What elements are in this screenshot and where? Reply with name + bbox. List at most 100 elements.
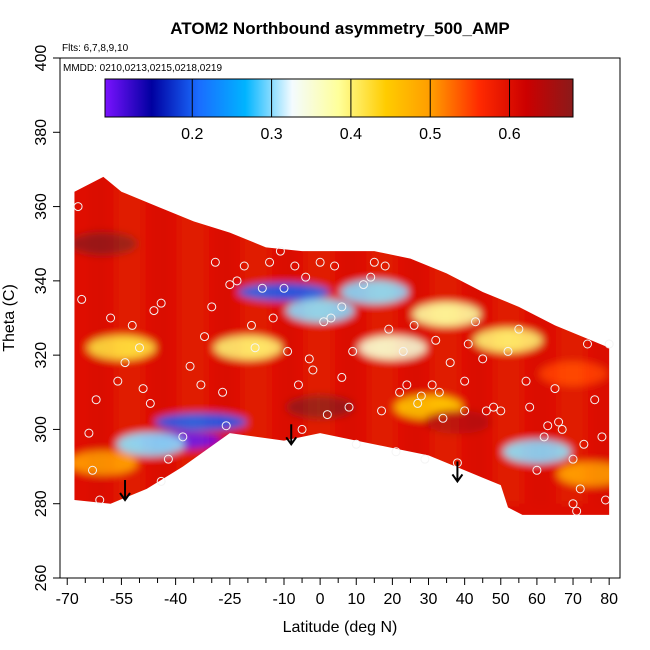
colorbar-tick-label: 0.6 [498, 126, 520, 143]
field-streak [153, 176, 157, 504]
observation-point [290, 261, 300, 271]
observation-point [163, 454, 173, 464]
observation-point [532, 465, 542, 475]
observation-point [582, 339, 592, 349]
field-streak [190, 176, 194, 504]
observation-point [250, 343, 260, 353]
field-streak [615, 169, 618, 503]
observation-point [445, 358, 455, 368]
plot-frame [59, 57, 621, 579]
observation-point [434, 387, 444, 397]
observation-point [601, 495, 611, 505]
observation-point [398, 346, 408, 356]
field-streak [524, 176, 528, 504]
field-streak [479, 176, 483, 504]
observation-point [391, 447, 401, 457]
field-streak [433, 176, 437, 504]
field-streak [515, 176, 519, 504]
x-tick-label: 30 [420, 591, 438, 608]
field-streak [415, 176, 419, 504]
observation-point [293, 380, 303, 390]
observation-point [402, 380, 412, 390]
observation-point [478, 354, 488, 364]
observation-point [246, 320, 256, 330]
observation-point [597, 432, 607, 442]
observation-point [218, 387, 228, 397]
observation-point [380, 261, 390, 271]
field-streak [126, 176, 130, 504]
observation-point [366, 272, 376, 282]
field-streak [461, 176, 465, 504]
field-streak [244, 176, 248, 504]
field-streak [280, 176, 284, 504]
x-tick-label: 70 [564, 591, 582, 608]
observation-point [138, 384, 148, 394]
field-streak [135, 176, 139, 504]
observation-point [84, 428, 94, 438]
field-streak [199, 176, 203, 504]
field-streak [298, 176, 302, 504]
observation-point [279, 283, 289, 293]
x-tick-label: 60 [528, 591, 546, 608]
field-streak [578, 176, 582, 504]
field-feature [423, 410, 492, 434]
y-tick-label: 300 [33, 416, 50, 443]
field-streak [596, 176, 600, 504]
x-tick-label: 50 [492, 591, 510, 608]
observation-point [221, 421, 231, 431]
observation-point [275, 246, 285, 256]
observation-point [377, 406, 387, 416]
observation-point [525, 402, 535, 412]
x-tick-label: -70 [56, 591, 79, 608]
x-tick-label: 80 [600, 591, 618, 608]
y-tick-label: 360 [33, 193, 50, 220]
field-feature [557, 462, 610, 486]
field-streak [334, 176, 338, 504]
field-streak [533, 176, 537, 504]
observation-point [91, 395, 101, 405]
chart-title: ATOM2 Northbound asymmetry_500_AMP [170, 19, 509, 38]
field-streak [117, 176, 121, 504]
observation-point [348, 346, 358, 356]
x-tick-label: 20 [383, 591, 401, 608]
field-streak [488, 176, 492, 504]
observation-point [337, 302, 347, 312]
field-streak [370, 176, 374, 504]
observation-point [265, 257, 275, 267]
field-streak [307, 176, 311, 504]
observation-point [557, 424, 567, 434]
observation-point [470, 317, 480, 327]
field-streak [542, 176, 546, 504]
observation-point [503, 346, 513, 356]
observation-point [196, 380, 206, 390]
field-streak [470, 176, 474, 504]
observation-point [438, 413, 448, 423]
observation-point [395, 387, 405, 397]
observation-point [489, 402, 499, 412]
observation-point [568, 499, 578, 509]
observation-point [134, 343, 144, 353]
field-streak [316, 176, 320, 504]
field-streak [253, 176, 257, 504]
observation-point [322, 410, 332, 420]
y-tick-label: 380 [33, 119, 50, 146]
observation-point [463, 339, 473, 349]
observation-point [550, 384, 560, 394]
field-streak [262, 176, 266, 504]
observation-point [358, 280, 368, 290]
observation-point [413, 398, 423, 408]
observation-point [315, 257, 325, 267]
observation-point [301, 272, 311, 282]
x-axis: -70 -55 -40 -25 -10 0 10 20 30 40 50 60 70 80 [56, 578, 618, 608]
field-streak [289, 176, 293, 504]
field-streak [99, 176, 103, 504]
observation-point [225, 280, 235, 290]
observation-point [156, 298, 166, 308]
field-streak [569, 176, 573, 504]
field-streak [208, 176, 212, 504]
observation-point [575, 484, 585, 494]
observation-point [77, 294, 87, 304]
y-tick-label: 400 [33, 45, 50, 72]
field-streak [452, 176, 455, 504]
x-tick-label: -10 [272, 591, 295, 608]
